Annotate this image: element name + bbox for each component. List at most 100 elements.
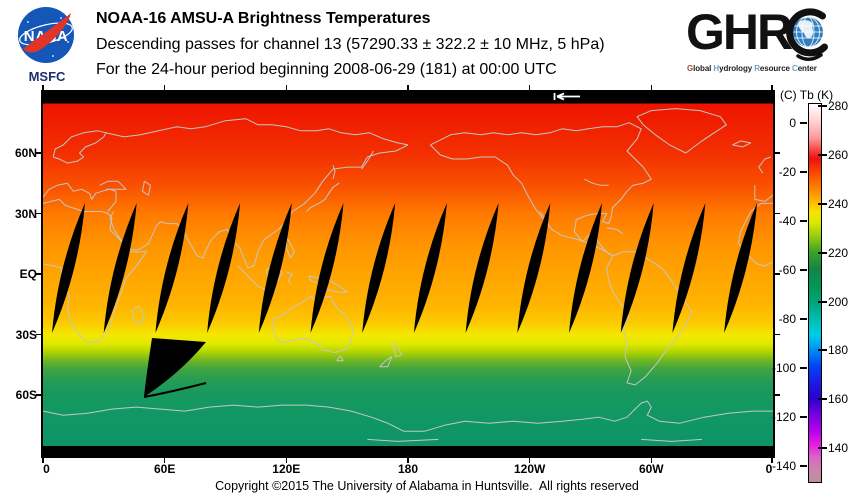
- colorbar-kelvin-tick: [818, 301, 827, 303]
- y-axis-tick: [36, 333, 42, 336]
- ghrc-tagline: Global Hydrology Resource Center: [687, 64, 850, 73]
- colorbar-kelvin-tick: [818, 447, 827, 449]
- coastline: [732, 140, 752, 148]
- colorbar-kelvin-label: 160: [828, 392, 849, 406]
- ghrc-word-rest: esource: [759, 64, 793, 73]
- colorbar-celsius-tick: [800, 220, 807, 222]
- map-canvas: [43, 92, 773, 456]
- coastline: [285, 237, 295, 259]
- colorbar-kelvin-label: 180: [828, 343, 849, 357]
- pass-gap: [258, 203, 292, 333]
- coastline: [430, 122, 652, 257]
- ghrc-word-initial: H: [713, 64, 720, 73]
- coastline: [247, 144, 409, 269]
- coastline: [271, 295, 354, 354]
- period-line: For the 24-hour period beginning 2008-06…: [96, 61, 557, 78]
- pass-gap: [620, 203, 654, 333]
- ghrc-word-rest: lobal: [693, 64, 714, 73]
- y-axis-tick: [36, 394, 42, 396]
- ghrc-word-initial: C: [792, 64, 798, 73]
- colorbar-celsius-label: 0: [789, 116, 796, 130]
- colorbar-kelvin-label: 280: [828, 99, 849, 113]
- x-axis-tick-label: 180: [397, 462, 419, 476]
- pass-gap: [413, 203, 447, 333]
- colorbar-kelvin-tick: [818, 203, 827, 205]
- coastline: [99, 180, 127, 190]
- colorbar-celsius-tick: [800, 367, 807, 369]
- ghrc-word-initial: R: [754, 64, 760, 73]
- pass-gap: [672, 203, 706, 333]
- colorbar-celsius-tick: [800, 171, 807, 173]
- colorbar-celsius-tick: [800, 416, 807, 418]
- ghrc-word-rest: ydrology: [719, 64, 755, 73]
- map-plot: [41, 90, 775, 458]
- coastline: [606, 251, 693, 386]
- x-axis-tick: [771, 85, 773, 90]
- x-axis-tick: [285, 458, 288, 463]
- nasa-logo: NASA: [13, 4, 79, 68]
- colorbar-celsius-label: -60: [778, 263, 796, 277]
- ghrc-globe-icon: [784, 6, 836, 69]
- coastline: [429, 144, 614, 257]
- x-axis-tick-label: 120E: [272, 462, 301, 476]
- y-axis-tick: [774, 394, 780, 396]
- y-axis-tick: [774, 212, 780, 215]
- coastline: [393, 342, 403, 358]
- start-arrow-icon: [553, 92, 580, 101]
- page-title: NOAA-16 AMSU-A Brightness Temperatures: [96, 10, 431, 27]
- coastline: [336, 356, 344, 362]
- coastline: [131, 305, 145, 325]
- pass-gap: [362, 203, 396, 333]
- y-axis-tick-label: 30S: [15, 327, 37, 342]
- coastline: [361, 150, 374, 170]
- pass-gap: [310, 203, 344, 333]
- x-axis-tick: [650, 458, 653, 463]
- colorbar-celsius-label: -20: [778, 165, 796, 179]
- pass-gap: [724, 203, 758, 333]
- copyright-line: Copyright ©2015 The University of Alabam…: [215, 479, 639, 493]
- pass-gap-wedge: [144, 338, 206, 397]
- y-axis-tick: [774, 333, 780, 336]
- colorbar-kelvin-tick: [818, 105, 827, 107]
- coastline: [105, 118, 409, 146]
- coastline: [738, 202, 773, 267]
- colorbar-celsius-tick: [800, 465, 807, 467]
- pass-gap: [465, 203, 499, 333]
- pass-gap: [207, 203, 241, 333]
- colorbar-header: (C) Tb (K): [780, 88, 834, 102]
- colorbar-kelvin-label: 140: [828, 441, 849, 455]
- coastline: [332, 164, 336, 180]
- pass-gap-tail: [143, 382, 207, 398]
- coastline: [758, 156, 772, 174]
- coastline: [636, 108, 727, 154]
- north-polar-no-data-band: [43, 92, 773, 104]
- x-axis-tick-label: 0: [43, 462, 50, 476]
- nasa-insignia-icon: NASA: [18, 7, 74, 63]
- page-subtitle: Descending passes for channel 13 (57290.…: [96, 36, 605, 53]
- colorbar-celsius-label: -40: [778, 214, 796, 228]
- coastline: [584, 178, 609, 186]
- ghrc-word-initial: G: [687, 64, 694, 73]
- x-axis-tick-label: 120W: [514, 462, 546, 476]
- colorbar-kelvin-tick: [818, 398, 827, 400]
- pass-gap: [103, 203, 137, 333]
- x-axis-tick: [407, 85, 409, 90]
- colorbar-kelvin-label: 220: [828, 246, 849, 260]
- colorbar-celsius-label: -140: [771, 459, 796, 473]
- coastline: [306, 182, 340, 212]
- y-axis-tick: [774, 152, 780, 154]
- x-axis-tick: [771, 458, 773, 463]
- coastline: [367, 438, 439, 442]
- x-axis-tick: [407, 458, 409, 463]
- ghrc-word-rest: enter: [797, 64, 817, 73]
- coastline: [286, 271, 293, 285]
- coastline: [606, 227, 624, 235]
- x-axis-tick-label: 0: [765, 462, 773, 476]
- colorbar-kelvin-tick: [818, 349, 827, 351]
- y-axis-tick: [36, 212, 42, 215]
- colorbar-kelvin-tick: [818, 252, 827, 254]
- colorbar-celsius-tick: [800, 318, 807, 320]
- colorbar-kelvin-tick: [818, 154, 827, 156]
- coastline: [43, 182, 117, 212]
